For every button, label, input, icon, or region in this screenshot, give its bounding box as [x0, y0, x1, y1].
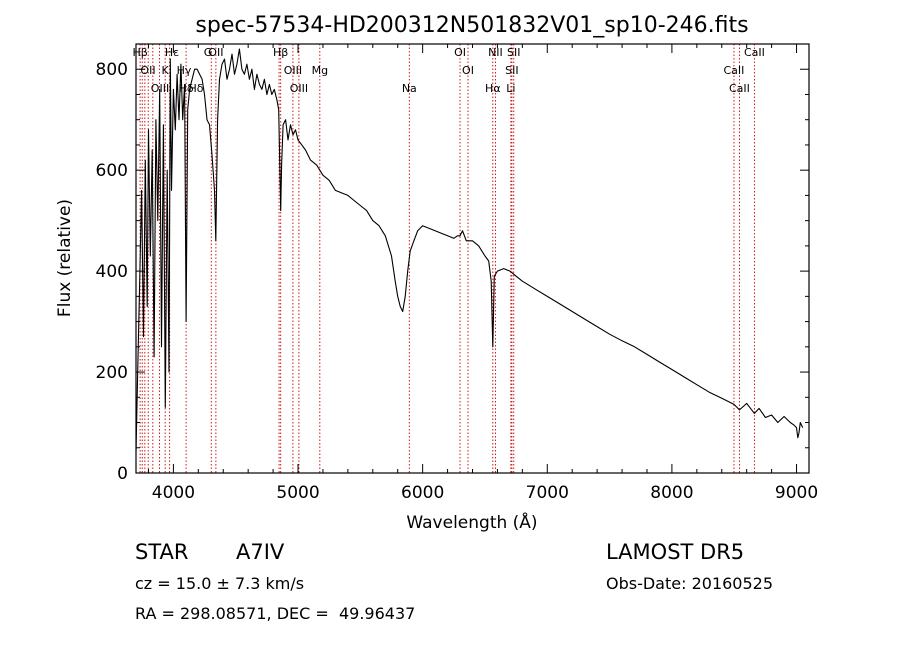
- sky-coordinates: RA = 298.08571, DEC = 49.96437: [135, 604, 416, 623]
- line-label: OII: [208, 46, 223, 59]
- line-label: Hα: [485, 82, 501, 95]
- spectral-line-labels: HβKHδOIIOIIIOIIIHβMgNaOIOIHαNIISIILiSIIC…: [132, 46, 764, 95]
- line-label: NII: [488, 46, 503, 59]
- line-label: CaII: [724, 64, 745, 77]
- spectral-line-markers: [139, 44, 755, 473]
- observation-date: Obs-Date: 20160525: [606, 574, 774, 593]
- y-axis: 0 200 400 600 800: [96, 60, 809, 484]
- line-label: CaII: [744, 46, 765, 59]
- x-tick-label: 7000: [526, 483, 569, 503]
- line-label: CaII: [729, 82, 750, 95]
- x-tick-label: 5000: [276, 483, 319, 503]
- line-label: K: [162, 64, 170, 77]
- line-label: SII: [507, 46, 520, 59]
- line-label: Hγ: [177, 64, 192, 77]
- line-label: Mg: [312, 64, 328, 77]
- line-label: Hβ: [273, 46, 288, 59]
- line-label: OI: [462, 64, 474, 77]
- y-tick-label: 200: [96, 363, 128, 383]
- line-label: Hδ: [179, 82, 194, 95]
- spectral-subclass: A7IV: [236, 540, 285, 564]
- line-label: Hβ: [132, 46, 147, 59]
- y-tick-label: 800: [96, 60, 128, 80]
- x-tick-label: 4000: [152, 483, 195, 503]
- y-tick-label: 600: [96, 161, 128, 181]
- x-tick-label: 9000: [775, 483, 818, 503]
- survey-name: LAMOST DR5: [606, 540, 745, 564]
- line-label: SII: [505, 64, 518, 77]
- y-tick-label: 400: [96, 262, 128, 282]
- line-label: G: [204, 46, 213, 59]
- line-label: OI: [454, 46, 466, 59]
- line-label: OIII: [151, 82, 169, 95]
- spectrum-line: [135, 48, 804, 453]
- line-label: Hε: [165, 46, 179, 59]
- line-label: Hδ: [188, 82, 203, 95]
- line-label: OII: [140, 64, 155, 77]
- line-label: Na: [402, 82, 417, 95]
- y-axis-label: Flux (relative): [55, 199, 75, 317]
- object-type: STAR: [135, 540, 189, 564]
- redshift-cz: cz = 15.0 ± 7.3 km/s: [135, 574, 305, 593]
- y-tick-label: 0: [117, 464, 128, 484]
- line-label: OIII: [290, 82, 308, 95]
- line-label: OIII: [284, 64, 302, 77]
- x-axis: 4000 5000 6000 7000 8000 9000: [147, 44, 818, 503]
- x-axis-label: Wavelength (Å): [406, 511, 537, 533]
- line-label: Li: [506, 82, 515, 95]
- chart-title: spec-57534-HD200312N501832V01_sp10-246.f…: [195, 13, 748, 38]
- plot-frame: [135, 43, 810, 474]
- x-tick-label: 6000: [401, 483, 444, 503]
- x-tick-label: 8000: [650, 483, 693, 503]
